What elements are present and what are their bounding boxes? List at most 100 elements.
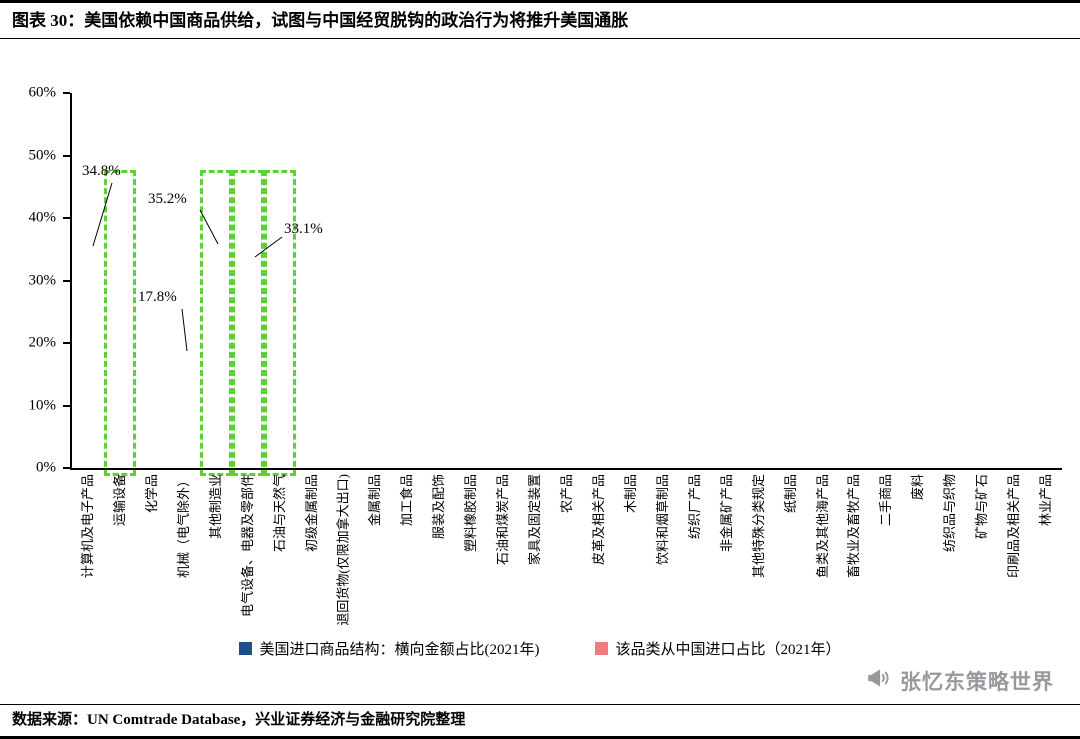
- x-axis-category-label: 非金属矿产品: [711, 470, 743, 652]
- x-label-text: 金属制品: [367, 474, 383, 527]
- x-label-text: 服装及配饰: [431, 474, 447, 540]
- x-label-text: 非金属矿产品: [718, 474, 734, 553]
- x-label-text: 石油和煤炭产品: [495, 474, 511, 566]
- x-label-text: 饮料和烟草制品: [654, 474, 670, 566]
- x-label-text: 塑料橡胶制品: [463, 474, 479, 553]
- x-label-text: 鱼类及其他海产品: [814, 474, 830, 579]
- x-axis-category-label: 纺织品与织物: [934, 470, 966, 652]
- x-label-text: 畜牧业及畜牧产品: [846, 474, 862, 579]
- x-axis-category-label: 鱼类及其他海产品: [807, 470, 839, 652]
- x-axis-category-label: 石油与天然气: [264, 470, 296, 652]
- x-axis-category-label: 机械（电气除外）: [168, 470, 200, 652]
- x-label-text: 计算机及电子产品: [79, 474, 95, 579]
- legend-label-china-import-share: 该品类从中国进口占比（2021年）: [615, 642, 841, 658]
- x-axis-labels-row: 计算机及电子产品 运输设备 化学品 机械（电气除外） 其他制造业 电气设备、电器及零部件石…: [18, 470, 1062, 652]
- footer-divider: [0, 704, 1080, 705]
- y-axis-tick-label: 60%: [28, 84, 57, 101]
- y-axis-tick-label: 50%: [28, 147, 57, 163]
- plot-area: 34.8% 35.2% 17.8% 33.1%: [70, 93, 1062, 476]
- x-axis-category-label: 其他特殊分类规定: [743, 470, 775, 652]
- y-axis-tick-mark: [63, 92, 70, 94]
- x-axis-category-label: 印刷品及相关产品: [998, 470, 1030, 652]
- x-axis-category-label: 运输设备: [104, 470, 136, 652]
- x-axis-category-label: 金属制品: [359, 470, 391, 652]
- x-label-text: 印刷品及相关产品: [1006, 474, 1022, 579]
- y-axis-tick-label: 40%: [28, 209, 57, 226]
- x-label-text: 农产品: [559, 474, 575, 514]
- x-axis-category-label: 化学品: [136, 470, 168, 652]
- x-label-text: 其他制造业: [207, 474, 223, 540]
- x-axis-category-label: 家具及固定装置: [519, 470, 551, 652]
- x-axis-category-label: 纸制品: [775, 470, 807, 652]
- x-axis-category-label: 废料: [902, 470, 934, 652]
- megaphone-logo-icon: [866, 665, 892, 696]
- x-axis-category-label: 二手商品: [870, 470, 902, 652]
- x-axis-category-label: 计算机及电子产品: [72, 470, 104, 652]
- x-label-text: 矿物与矿石: [974, 474, 990, 540]
- x-axis-category-label: 畜牧业及畜牧产品: [839, 470, 871, 652]
- x-label-text: 退回货物(仅限加拿大出口): [335, 474, 351, 626]
- top-divider: [0, 0, 1080, 3]
- x-axis-category-label: 皮革及相关产品: [583, 470, 615, 652]
- y-axis-tick-label: 20%: [28, 334, 57, 351]
- x-axis-spacer: [18, 470, 72, 652]
- y-axis-tick-label: 30%: [28, 272, 57, 288]
- x-label-text: 石油与天然气: [271, 474, 287, 553]
- x-axis-category-label: 电气设备、电器及零部件: [232, 470, 264, 652]
- x-label-text: 纸制品: [782, 474, 798, 514]
- x-label-text: 木制品: [622, 474, 638, 514]
- bars-layer: [72, 93, 1062, 468]
- x-label-text: 加工食品: [399, 474, 415, 527]
- watermark: 张忆东策略世界: [0, 665, 1054, 696]
- legend-swatch-red: [595, 642, 609, 655]
- x-axis-category-label: 退回货物(仅限加拿大出口): [328, 470, 360, 652]
- x-axis-category-label: 木制品: [615, 470, 647, 652]
- x-label-text: 其他特殊分类规定: [750, 474, 766, 579]
- legend-item-us-import-structure: 美国进口商品结构：横向金额占比(2021年): [239, 638, 539, 659]
- legend-label-us-import-structure: 美国进口商品结构：横向金额占比(2021年): [259, 642, 540, 658]
- y-axis-tick-mark: [63, 154, 70, 157]
- y-axis-tick-label: 10%: [28, 397, 57, 413]
- y-axis-tick-mark: [63, 404, 70, 407]
- x-label-text: 化学品: [143, 474, 159, 514]
- x-label-text: 电气设备、电器及零部件: [239, 474, 255, 618]
- y-axis-tick-mark: [63, 279, 70, 282]
- x-label-text: 运输设备: [111, 474, 127, 527]
- x-label-text: 机械（电气除外）: [175, 474, 191, 579]
- x-axis-category-label: 农产品: [551, 470, 583, 652]
- x-axis-category-label: 石油和煤炭产品: [487, 470, 519, 652]
- x-axis-category-label: 矿物与矿石: [966, 470, 998, 652]
- chart-title: 图表 30：美国依赖中国商品供给，试图与中国经贸脱钩的政治行为将推升美国通胀: [12, 11, 629, 30]
- y-axis-tick-label: 0%: [36, 459, 56, 476]
- legend-swatch-blue: [239, 642, 253, 655]
- y-axis: 0% 10% 20% 30% 40% 50% 60%: [18, 85, 70, 475]
- x-label-text: 皮革及相关产品: [590, 474, 606, 566]
- footer: 数据来源：UN Comtrade Database，兴业证券经济与金融研究院整理: [0, 704, 1080, 739]
- x-axis-category-label: 林业产品: [1030, 470, 1062, 652]
- plot-row: 0% 10% 20% 30% 40% 50% 60% 34.8% 35.2% 17.8% 33.1…: [18, 85, 1062, 476]
- x-label-text: 废料: [910, 474, 926, 501]
- legend: 美国进口商品结构：横向金额占比(2021年) 该品类从中国进口占比（2021年）: [18, 638, 1062, 659]
- title-divider: [0, 38, 1080, 39]
- x-axis-category-label: 饮料和烟草制品: [647, 470, 679, 652]
- x-label-text: 纺织品与织物: [942, 474, 958, 553]
- y-axis-tick-mark: [63, 467, 70, 469]
- bar-chart: 0% 10% 20% 30% 40% 50% 60% 34.8% 35.2% 17.8% 33.1…: [18, 85, 1062, 659]
- x-label-text: 初级金属制品: [303, 474, 319, 553]
- data-source-note: 数据来源：UN Comtrade Database，兴业证券经济与金融研究院整理: [12, 712, 466, 728]
- x-axis-category-label: 加工食品: [391, 470, 423, 652]
- x-axis-category-label: 服装及配饰: [423, 470, 455, 652]
- y-axis-tick-mark: [63, 217, 70, 219]
- x-axis-category-label: 其他制造业: [200, 470, 232, 652]
- watermark-text: 张忆东策略世界: [900, 670, 1054, 694]
- x-axis-category-label: 纺织厂产品: [679, 470, 711, 652]
- x-label-text: 家具及固定装置: [527, 474, 543, 566]
- x-label-text: 纺织厂产品: [686, 474, 702, 540]
- x-axis-category-label: 塑料橡胶制品: [455, 470, 487, 652]
- legend-item-china-import-share: 该品类从中国进口占比（2021年）: [595, 638, 841, 659]
- x-label-text: 二手商品: [878, 474, 894, 527]
- y-axis-tick-mark: [63, 342, 70, 344]
- x-axis-labels: 计算机及电子产品 运输设备 化学品 机械（电气除外） 其他制造业 电气设备、电器及零部件石…: [72, 470, 1062, 652]
- bottom-divider: [0, 736, 1080, 739]
